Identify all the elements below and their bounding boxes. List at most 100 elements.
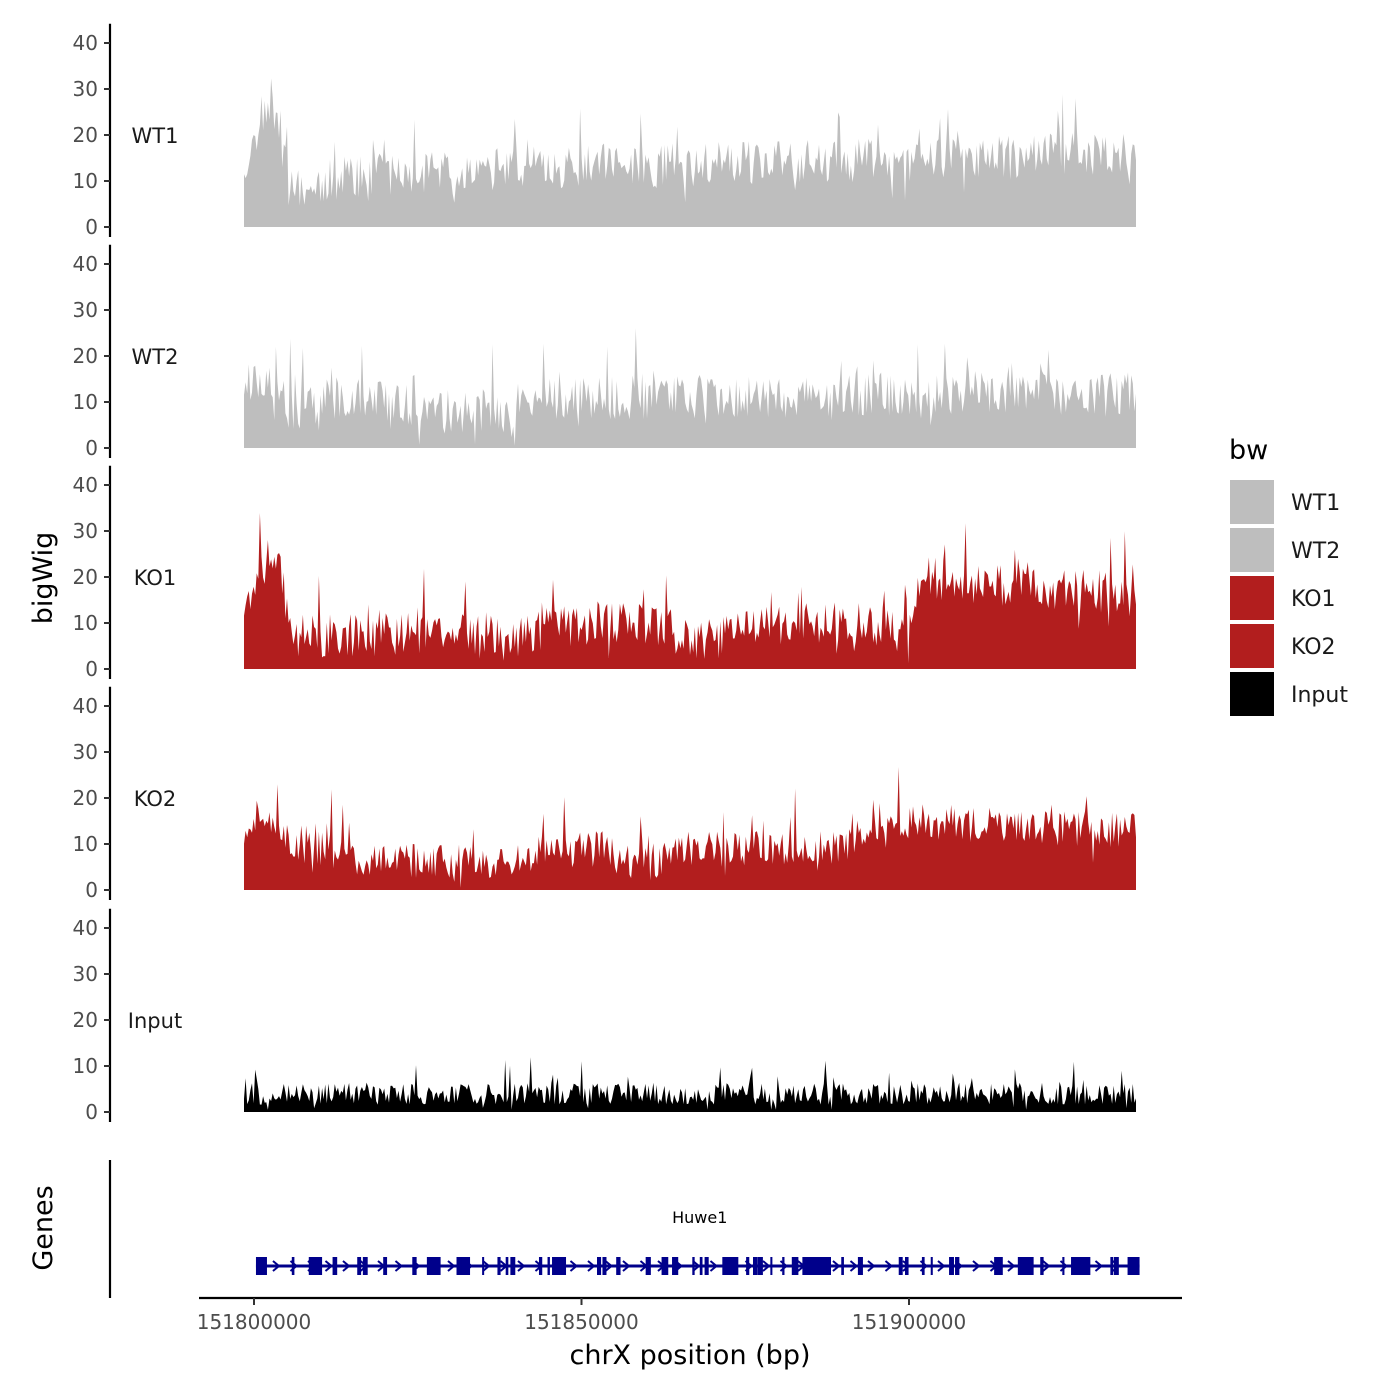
gene-exon	[746, 1257, 750, 1275]
strand-arrow	[744, 1260, 754, 1272]
bigwig-tracks: 0 10 20 30 40 WT1 0 10 20 30 40 WT2 0 10 20 30 40 KO1 0 10 2…	[73, 23, 1136, 1124]
strand-arrow	[622, 1260, 631, 1272]
strand-arrow	[1042, 1260, 1051, 1272]
track-label: KO1	[134, 566, 177, 590]
strand-arrow	[342, 1260, 351, 1272]
y-tick-label: 20	[73, 123, 98, 147]
strand-arrow	[1007, 1260, 1016, 1272]
gene-exon	[482, 1257, 485, 1275]
legend-label-input: Input	[1291, 683, 1348, 708]
y-tick-label: 30	[73, 77, 98, 101]
gene-exon	[1062, 1257, 1065, 1275]
y-tick-label: 20	[73, 565, 98, 589]
gene-exon	[618, 1257, 621, 1275]
strand-arrow	[534, 1260, 544, 1272]
gene-exon	[955, 1257, 960, 1275]
gene-exon	[597, 1257, 602, 1275]
strand-arrow	[569, 1260, 579, 1272]
strand-arrow	[604, 1260, 614, 1272]
strand-arrow	[499, 1260, 509, 1272]
track-ko2: 0 10 20 30 40 KO2	[73, 686, 1136, 902]
track-label: WT1	[132, 124, 179, 148]
strand-arrow	[762, 1260, 771, 1272]
strand-arrow	[1094, 1260, 1104, 1272]
strand-arrow	[587, 1260, 596, 1272]
strand-arrow	[307, 1260, 316, 1272]
gene-exon	[857, 1257, 861, 1275]
strand-arrow	[989, 1260, 999, 1272]
strand-arrow	[552, 1260, 561, 1272]
y-tick-label: 20	[73, 1008, 98, 1032]
gene-exon	[1071, 1257, 1087, 1275]
y-tick-label: 30	[73, 740, 98, 764]
strand-arrow	[867, 1260, 876, 1272]
y-tick-label: 0	[85, 878, 98, 902]
strand-arrow	[1024, 1260, 1034, 1272]
strand-arrow	[482, 1260, 491, 1272]
y-tick-label: 40	[73, 916, 98, 940]
strand-arrow	[1112, 1260, 1121, 1272]
gene-exon	[802, 1257, 817, 1275]
gene-exon	[456, 1257, 459, 1275]
gene-exon	[457, 1257, 462, 1275]
x-tick-label: 151800000	[197, 1310, 312, 1334]
gene-exon	[921, 1257, 925, 1275]
gene-exon	[791, 1257, 796, 1275]
signal-area-wt2	[244, 328, 1136, 448]
gene-exon	[602, 1257, 607, 1275]
legend-label-ko2: KO2	[1291, 635, 1336, 660]
gene-exon	[821, 1257, 832, 1275]
strand-arrow	[902, 1260, 911, 1272]
gene-exon	[646, 1257, 651, 1275]
gene-exon	[357, 1257, 362, 1275]
gene-exon	[511, 1257, 516, 1275]
gene-exon	[547, 1257, 550, 1275]
track-label: WT2	[132, 345, 179, 369]
legend-title: bw	[1229, 435, 1268, 466]
strand-arrow	[674, 1260, 684, 1272]
gene-exon	[412, 1257, 417, 1275]
gene-exon	[757, 1257, 763, 1275]
gene-exon	[1086, 1257, 1091, 1275]
y-tick-label: 20	[73, 786, 98, 810]
legend-swatch-wt2	[1230, 528, 1274, 572]
x-axis-title: chrX position (bp)	[569, 1340, 810, 1371]
y-axis-title: bigWig	[28, 532, 59, 625]
x-tick-label: 151900000	[852, 1310, 967, 1334]
signal-area-input	[244, 1057, 1136, 1112]
y-tick-label: 10	[73, 611, 98, 635]
strand-arrow	[919, 1260, 929, 1272]
gene-exon	[291, 1257, 295, 1275]
strand-arrow	[289, 1260, 299, 1272]
gene-exon	[930, 1257, 933, 1275]
gene-exon	[859, 1257, 863, 1275]
strand-arrow	[954, 1260, 964, 1272]
y-tick-label: 0	[85, 657, 98, 681]
strand-arrow	[727, 1260, 736, 1272]
y-tick-label: 10	[73, 390, 98, 414]
y-tick-label: 40	[73, 473, 98, 497]
gene-exon	[994, 1257, 1003, 1275]
y-tick-label: 30	[73, 298, 98, 322]
y-tick-label: 10	[73, 169, 98, 193]
strand-arrow	[429, 1260, 439, 1272]
x-axis: 151800000 151850000 151900000	[197, 1296, 1182, 1334]
gene-name-label: Huwe1	[672, 1208, 727, 1227]
legend-swatch-ko1	[1230, 576, 1274, 620]
track-wt1: 0 10 20 30 40 WT1	[73, 23, 1136, 239]
gene-exon	[426, 1257, 441, 1275]
strand-arrow	[324, 1260, 334, 1272]
gene-exon	[692, 1257, 695, 1275]
legend-label-ko1: KO1	[1291, 587, 1336, 612]
strand-arrow	[1077, 1260, 1086, 1272]
strand-arrow	[657, 1260, 666, 1272]
gene-exon	[1017, 1257, 1033, 1275]
x-tick-label: 151850000	[524, 1310, 639, 1334]
gene-exon	[949, 1257, 954, 1275]
y-tick-label: 10	[73, 832, 98, 856]
y-tick-label: 10	[73, 1054, 98, 1078]
strand-arrow	[814, 1260, 824, 1272]
track-label: Input	[128, 1009, 182, 1033]
gene-exon	[841, 1257, 844, 1275]
